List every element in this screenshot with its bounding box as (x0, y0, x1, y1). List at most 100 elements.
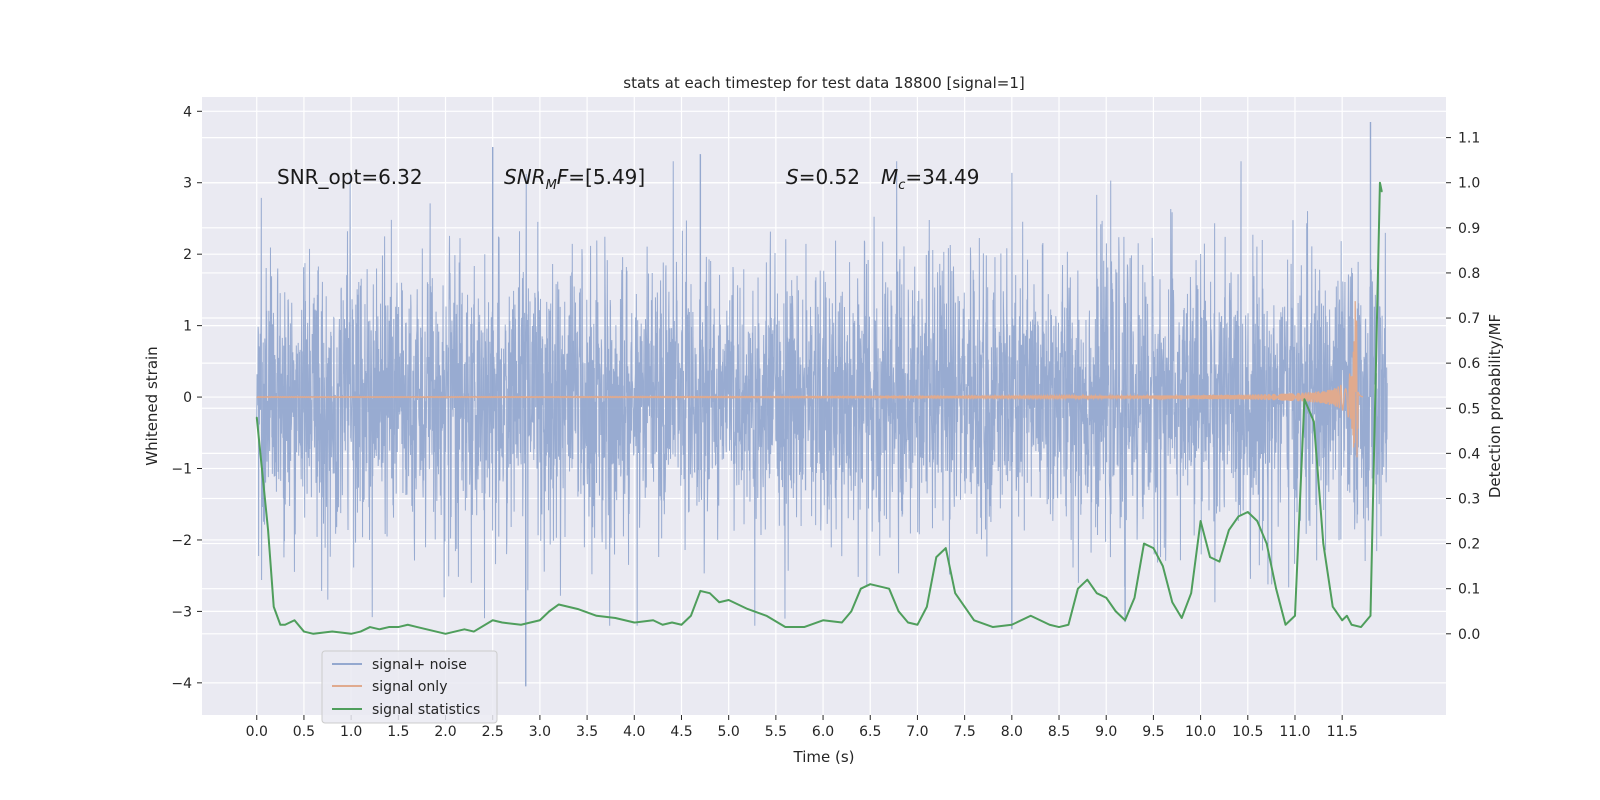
statistics-point-3 (279, 624, 281, 626)
statistics-point-52 (907, 621, 909, 624)
statistics-point-30 (633, 621, 635, 624)
statistics-point-10 (359, 630, 362, 633)
statistics-point-67 (1086, 579, 1088, 581)
statistics-point-27 (577, 608, 579, 610)
x-tick-label-11: 5.5 (765, 724, 787, 740)
y-tick-label-5: −1 (171, 462, 192, 478)
statistics-point-95 (1346, 615, 1348, 617)
statistics-point-7 (312, 633, 314, 635)
legend-label-signal-noise: signal+ noise (372, 657, 467, 673)
statistics-point-98 (1369, 615, 1372, 617)
series-signal-only (256, 301, 1364, 458)
x-tick-label-22: 11.0 (1279, 724, 1310, 740)
statistics-point-40 (746, 608, 749, 610)
y-axis-ticks: 4 3 2 1 0 −1 −2 −3 −4 (171, 104, 202, 692)
statistics-point-88 (1284, 624, 1287, 626)
statistics-point-44 (822, 619, 824, 621)
statistics-point-2 (273, 606, 275, 608)
statistics-point-90 (1303, 398, 1306, 400)
statistics-point-9 (350, 633, 352, 635)
statistics-point-54 (926, 606, 928, 608)
x-tick-label-7: 3.5 (576, 724, 598, 740)
statistics-point-25 (548, 610, 550, 612)
statistics-point-70 (1115, 610, 1117, 612)
y-tick-label-6: −2 (171, 533, 192, 549)
x-tick-label-18: 9.0 (1095, 724, 1117, 740)
statistics-point-59 (992, 626, 994, 628)
statistics-point-42 (784, 626, 786, 628)
series-signal-statistics (255, 181, 1383, 635)
series-signal-noise (256, 122, 1388, 687)
statistics-point-0 (256, 416, 258, 418)
annotation-snr-mf-main: SNR (504, 165, 546, 189)
y2-tick-label-2: 0.9 (1458, 221, 1480, 237)
statistics-point-82 (1228, 529, 1230, 531)
statistics-point-58 (973, 619, 975, 621)
x-tick-label-12: 6.0 (812, 724, 834, 740)
legend: signal+ noise signal only signal statist… (321, 650, 498, 724)
y2-axis-ticks: 1.1 1.0 0.9 0.8 0.7 0.6 0.5 0.4 0.3 0.2 0.1 0.0 (1446, 131, 1480, 643)
statistics-point-93 (1332, 606, 1334, 608)
statistics-point-87 (1275, 588, 1277, 590)
statistics-point-36 (699, 590, 701, 592)
x-tick-label-17: 8.5 (1048, 724, 1070, 740)
statistics-point-1 (267, 529, 269, 531)
statistics-point-19 (463, 628, 465, 630)
statistics-point-63 (1048, 624, 1051, 626)
statistics-point-24 (539, 619, 541, 621)
statistics-point-12 (378, 628, 381, 630)
statistics-point-86 (1266, 542, 1268, 545)
x-tick-label-10: 5.0 (718, 724, 740, 740)
annotation-mc-tail: =34.49 (905, 165, 979, 189)
statistics-point-79 (1200, 520, 1202, 522)
statistics-point-21 (492, 619, 494, 621)
statistics-point-14 (397, 626, 399, 628)
statistics-point-35 (690, 615, 692, 617)
y-tick-label-7: −3 (171, 604, 192, 620)
x-tick-label-2: 1.0 (340, 724, 362, 740)
statistics-point-75 (1162, 565, 1164, 567)
statistics-point-73 (1143, 542, 1145, 545)
x-tick-label-20: 10.0 (1185, 724, 1216, 740)
statistics-point-45 (841, 621, 843, 624)
statistics-point-94 (1341, 619, 1343, 621)
legend-label-signal-statistics: signal statistics (372, 702, 480, 718)
statistics-point-78 (1190, 592, 1192, 594)
y-tick-label-3: 1 (183, 319, 192, 335)
annotation-snr-opt: SNR_opt=6.32 (277, 165, 423, 189)
y-tick-label-4: 0 (183, 390, 192, 406)
statistics-point-18 (444, 633, 447, 635)
statistics-point-96 (1351, 624, 1353, 626)
y2-tick-label-6: 0.5 (1458, 401, 1480, 417)
x-axis-ticks: 0.0 0.5 1.0 1.5 2.0 2.5 3.0 3.5 4.0 4.5 5.0 5.5 6.0 6… (246, 715, 1358, 740)
annotation-snr-mf-tail-f: F (557, 165, 569, 189)
y2-tick-label-7: 0.4 (1458, 446, 1480, 462)
annotation-s-tail: =0.52 (799, 165, 860, 189)
statistics-point-13 (388, 626, 390, 628)
statistics-point-16 (416, 626, 418, 628)
x-axis-label: Time (s) (793, 748, 855, 766)
x-tick-label-6: 3.0 (529, 724, 551, 740)
statistics-point-62 (1039, 619, 1041, 621)
statistics-point-50 (888, 588, 890, 590)
statistics-point-97 (1360, 626, 1362, 628)
y-tick-label-0: 4 (183, 104, 192, 120)
statistics-point-81 (1218, 561, 1221, 563)
x-tick-label-13: 6.5 (859, 724, 881, 740)
y-axis-label: Whitened strain (143, 346, 161, 465)
statistics-point-28 (595, 615, 598, 617)
annotation-s: S=0.52 (786, 165, 860, 189)
annotation-mc-main: M (881, 165, 898, 189)
statistics-point-66 (1077, 588, 1079, 590)
statistics-point-23 (520, 624, 522, 626)
statistics-point-61 (1030, 615, 1032, 617)
x-tick-label-1: 0.5 (293, 724, 315, 740)
x-tick-label-23: 11.5 (1327, 724, 1358, 740)
statistics-point-17 (426, 628, 428, 630)
statistics-point-72 (1133, 597, 1136, 599)
annotation-snr-mf: SNRMF=[5.49] (504, 165, 645, 193)
annotation-snr-mf-tail: =[5.49] (568, 165, 645, 189)
y2-tick-label-10: 0.1 (1458, 582, 1480, 598)
statistics-point-60 (1011, 624, 1013, 626)
